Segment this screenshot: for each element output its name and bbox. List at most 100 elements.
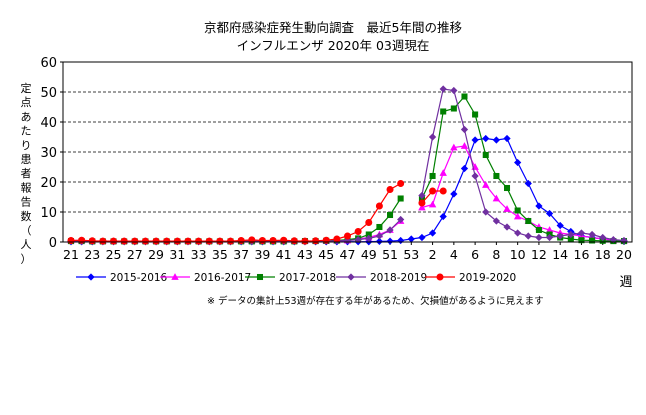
- data-point: [535, 202, 543, 210]
- data-point: [375, 237, 384, 246]
- y-tick-label: 50: [40, 86, 57, 101]
- data-point: [588, 230, 596, 239]
- data-point: [333, 235, 341, 243]
- data-point: [450, 86, 458, 95]
- data-point: [514, 207, 521, 214]
- legend-label: 2019-2020: [459, 272, 516, 284]
- legend-marker: [436, 273, 444, 281]
- series-2016-2017: [67, 142, 628, 244]
- x-axis-label: 週: [619, 275, 632, 290]
- data-point: [493, 172, 500, 180]
- plot-frame: [62, 61, 633, 243]
- x-tick-label: 27: [127, 247, 143, 262]
- data-point: [599, 233, 607, 242]
- data-point: [343, 232, 351, 240]
- data-point: [376, 223, 383, 231]
- y-axis-ticks: 0 10 20 30 40 50 60: [40, 56, 63, 251]
- x-tick-label: 20: [616, 247, 632, 262]
- data-point: [131, 237, 139, 245]
- series-2018-2019: [67, 85, 628, 246]
- data-point: [492, 136, 501, 144]
- data-point: [482, 181, 490, 188]
- data-point: [290, 237, 298, 245]
- x-tick-label: 23: [84, 247, 100, 262]
- data-point: [460, 142, 469, 149]
- series-group: [67, 85, 628, 246]
- data-point: [556, 221, 564, 230]
- data-point: [482, 208, 490, 216]
- data-point: [120, 237, 128, 245]
- data-point: [301, 237, 309, 245]
- series-line: [71, 137, 625, 243]
- y-axis-label-char: 人: [21, 238, 32, 251]
- x-tick-label: 51: [382, 247, 398, 262]
- data-point: [312, 237, 320, 245]
- x-tick-label: 21: [63, 247, 79, 262]
- data-point: [556, 232, 564, 240]
- data-point: [428, 229, 437, 237]
- legend-item: 2019-2020: [425, 272, 516, 284]
- y-axis-label-char: 者: [21, 167, 32, 180]
- x-tick-label: 25: [106, 247, 122, 262]
- data-point: [418, 191, 426, 200]
- x-tick-label: 39: [254, 247, 270, 262]
- data-point: [461, 93, 468, 100]
- data-point: [418, 203, 426, 211]
- data-point: [386, 186, 394, 194]
- x-tick-label: 35: [212, 247, 228, 262]
- data-point: [535, 226, 542, 234]
- y-tick-label: 0: [49, 236, 57, 251]
- data-point: [387, 211, 394, 219]
- x-axis-ticks: 21 23 25 27 29 31 33 35 37 39 41 43 45 47 49 51 53 2 4 6 8 10…: [63, 242, 632, 262]
- data-point: [418, 233, 426, 242]
- legend: 2015-2016 2016-2017 2017-2018 2018-2019 2019…: [76, 272, 516, 284]
- x-tick-label: 12: [531, 247, 547, 262]
- data-point: [173, 237, 181, 245]
- data-point: [397, 215, 405, 224]
- data-point: [110, 237, 118, 245]
- x-tick-label: 45: [318, 247, 334, 262]
- chart-title: 京都府感染症発生動向調査 最近5年間の推移: [204, 20, 462, 35]
- y-axis-label-char: り: [21, 139, 32, 152]
- y-axis-label-char: 数: [21, 210, 32, 223]
- data-point: [397, 180, 405, 188]
- data-point: [216, 237, 224, 245]
- data-point: [227, 237, 235, 245]
- data-point: [439, 85, 447, 93]
- data-point: [354, 228, 362, 236]
- series-2017-2018: [67, 93, 628, 245]
- y-axis-label-char: た: [21, 125, 32, 138]
- data-point: [482, 151, 489, 159]
- data-point: [67, 237, 75, 245]
- data-point: [545, 233, 554, 242]
- data-point: [439, 212, 447, 221]
- y-tick-label: 10: [40, 206, 57, 221]
- x-tick-label: 16: [574, 247, 590, 262]
- data-point: [471, 136, 479, 144]
- data-point: [386, 226, 394, 234]
- data-point: [397, 236, 405, 245]
- x-tick-label: 29: [148, 247, 164, 262]
- data-point: [195, 237, 203, 245]
- x-tick-label: 49: [361, 247, 377, 262]
- data-point: [440, 108, 447, 115]
- data-point: [524, 179, 532, 188]
- grid-lines: [63, 91, 632, 213]
- y-axis-label-char: あ: [21, 110, 32, 123]
- legend-marker: [87, 273, 95, 281]
- data-point: [450, 105, 457, 112]
- data-point: [375, 232, 384, 240]
- x-tick-label: 18: [595, 247, 611, 262]
- data-point: [525, 217, 532, 225]
- series-line: [421, 88, 625, 242]
- data-point: [88, 237, 96, 245]
- data-point: [471, 172, 479, 180]
- data-point: [503, 134, 511, 143]
- data-point: [258, 237, 266, 245]
- data-point: [503, 205, 511, 212]
- chart-subtitle: インフルエンザ 2020年 03週現在: [237, 38, 430, 53]
- legend-marker: [171, 273, 179, 280]
- series-line: [71, 220, 402, 242]
- x-tick-label: 10: [510, 247, 526, 262]
